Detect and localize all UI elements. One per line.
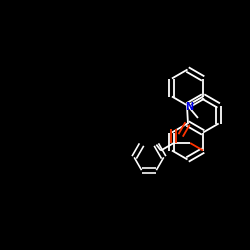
- Text: N: N: [185, 102, 193, 113]
